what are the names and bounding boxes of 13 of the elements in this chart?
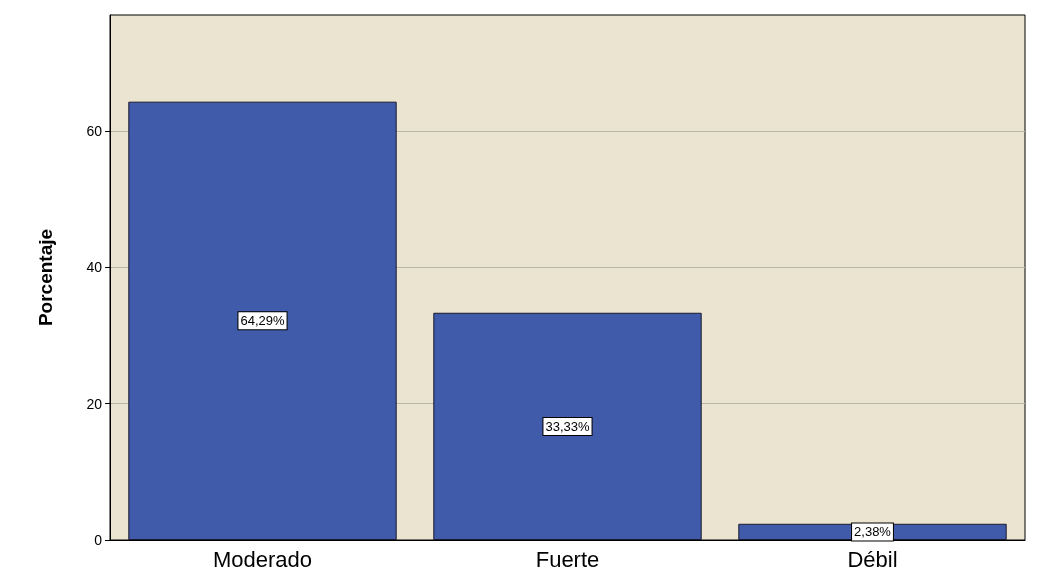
y-tick-label: 20: [86, 395, 103, 412]
x-tick-label: Débil: [847, 546, 898, 572]
data-label: 33,33%: [545, 418, 590, 434]
x-tick-label: Fuerte: [535, 546, 600, 572]
y-tick-label: 40: [86, 259, 103, 276]
y-axis-title: Porcentaje: [35, 228, 56, 327]
data-label: 64,29%: [240, 313, 285, 329]
bar: [433, 312, 702, 540]
x-tick-label: Moderado: [212, 546, 313, 572]
bar: [128, 101, 397, 540]
y-tick-label: 60: [86, 122, 103, 139]
data-label: 2,38%: [854, 524, 892, 540]
y-tick-label: 0: [94, 532, 103, 548]
